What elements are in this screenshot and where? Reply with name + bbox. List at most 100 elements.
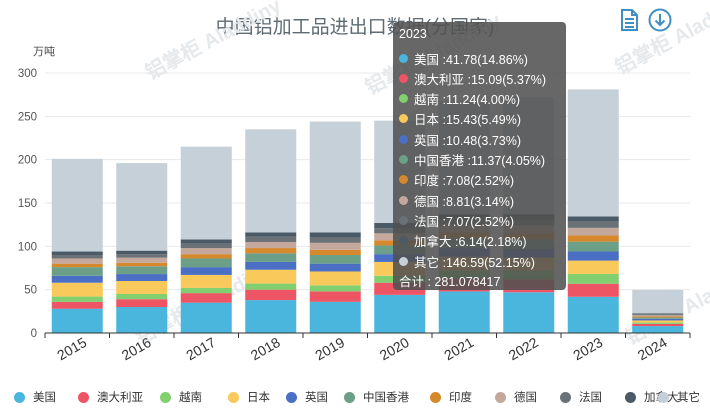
- bar-segment-2018-美国[interactable]: [245, 300, 297, 333]
- bar-segment-2015-英国[interactable]: [51, 275, 103, 283]
- bar-segment-2016-印度[interactable]: [116, 262, 168, 267]
- bar-segment-2016-中国香港[interactable]: [116, 266, 168, 275]
- bar-segment-2015-日本[interactable]: [51, 282, 103, 297]
- bar-segment-2017-加拿大[interactable]: [180, 239, 232, 244]
- legend-item-印度[interactable]: 印度: [430, 388, 472, 406]
- bar-segment-2017-德国[interactable]: [180, 248, 232, 255]
- bar-segment-2019-中国香港[interactable]: [309, 255, 361, 264]
- bar-segment-2024-德国[interactable]: [632, 315, 684, 317]
- legend-item-其它[interactable]: 其它: [658, 388, 700, 406]
- bar-segment-2019-印度[interactable]: [309, 249, 361, 255]
- bar-segment-2017-日本[interactable]: [180, 274, 232, 288]
- bar-segment-2018-德国[interactable]: [245, 242, 297, 249]
- bar-segment-2024-加拿大[interactable]: [632, 313, 684, 315]
- bar-segment-2017-英国[interactable]: [180, 267, 232, 275]
- bar-segment-2019-其它[interactable]: [309, 121, 361, 233]
- bar-segment-2017-其它[interactable]: [180, 146, 232, 240]
- bar-segment-2017-法国[interactable]: [180, 243, 232, 249]
- bar-segment-2017-印度[interactable]: [180, 254, 232, 259]
- bar-segment-2019-越南[interactable]: [309, 285, 361, 292]
- bar-segment-2021-美国[interactable]: [438, 291, 490, 333]
- legend-label: 英国: [305, 392, 328, 404]
- bar-segment-2019-澳大利亚[interactable]: [309, 291, 361, 302]
- bar-segment-2015-德国[interactable]: [51, 258, 103, 264]
- bar-segment-2015-美国[interactable]: [51, 308, 103, 333]
- bar-segment-2023-越南[interactable]: [567, 273, 619, 284]
- save-as-image-icon[interactable]: [617, 8, 641, 32]
- legend-item-美国[interactable]: 美国: [14, 388, 56, 406]
- bar-segment-2023-日本[interactable]: [567, 260, 619, 274]
- bar-segment-2024-其它[interactable]: [632, 289, 684, 314]
- bar-segment-2024-英国[interactable]: [632, 318, 684, 321]
- bar-segment-2015-印度[interactable]: [51, 263, 103, 268]
- bar-segment-2023-其它[interactable]: [567, 89, 619, 217]
- bar-segment-2017-中国香港[interactable]: [180, 258, 232, 268]
- bar-segment-2016-越南[interactable]: [116, 294, 168, 300]
- bar-segment-2024-美国[interactable]: [632, 326, 684, 333]
- tooltip-swatch: [399, 134, 408, 144]
- bar-segment-2022-美国[interactable]: [503, 292, 555, 333]
- bar-segment-2016-法国[interactable]: [116, 254, 168, 258]
- bar-segment-2018-中国香港[interactable]: [245, 253, 297, 262]
- bar-segment-2023-印度[interactable]: [567, 235, 619, 242]
- legend-item-澳大利亚[interactable]: 澳大利亚: [78, 388, 143, 406]
- chart-legend: 美国澳大利亚越南日本英国中国香港印度德国法国加拿大其它: [10, 388, 700, 406]
- bar-segment-2023-澳大利亚[interactable]: [567, 283, 619, 297]
- download-icon[interactable]: [648, 8, 672, 32]
- bar-segment-2024-越南[interactable]: [632, 322, 684, 324]
- bar-segment-2017-美国[interactable]: [180, 302, 232, 333]
- bar-segment-2018-澳大利亚[interactable]: [245, 289, 297, 301]
- bar-segment-2019-加拿大[interactable]: [309, 232, 361, 238]
- legend-item-日本[interactable]: 日本: [228, 388, 270, 406]
- bar-segment-2019-德国[interactable]: [309, 242, 361, 250]
- bar-segment-2015-中国香港[interactable]: [51, 267, 103, 276]
- bar-segment-2023-美国[interactable]: [567, 296, 619, 333]
- bar-segment-2024-法国[interactable]: [632, 314, 684, 316]
- bar-segment-2019-美国[interactable]: [309, 301, 361, 333]
- x-tick-label: 2017: [183, 334, 218, 364]
- bar-segment-2018-其它[interactable]: [245, 129, 297, 233]
- bar-segment-2019-英国[interactable]: [309, 263, 361, 272]
- bar-segment-2023-法国[interactable]: [567, 221, 619, 228]
- legend-swatch: [286, 391, 297, 403]
- bar-segment-2019-法国[interactable]: [309, 237, 361, 243]
- tooltip-row-label: 澳大利亚 :15.09(5.37%): [414, 72, 546, 87]
- bar-segment-2015-法国[interactable]: [51, 255, 103, 259]
- legend-item-法国[interactable]: 法国: [560, 388, 602, 406]
- bar-segment-2015-越南[interactable]: [51, 296, 103, 302]
- bar-segment-2016-德国[interactable]: [116, 257, 168, 263]
- bar-segment-2024-澳大利亚[interactable]: [632, 323, 684, 327]
- bar-segment-2024-日本[interactable]: [632, 320, 684, 323]
- bar-segment-2015-其它[interactable]: [51, 158, 103, 252]
- bar-segment-2017-澳大利亚[interactable]: [180, 293, 232, 303]
- bar-segment-2016-加拿大[interactable]: [116, 250, 168, 255]
- bar-segment-2023-英国[interactable]: [567, 251, 619, 261]
- bar-segment-2016-美国[interactable]: [116, 307, 168, 333]
- bar-segment-2018-英国[interactable]: [245, 261, 297, 270]
- bar-segment-2016-澳大利亚[interactable]: [116, 299, 168, 307]
- bar-segment-2016-其它[interactable]: [116, 163, 168, 251]
- bar-segment-2019-日本[interactable]: [309, 271, 361, 286]
- bar-segment-2016-英国[interactable]: [116, 274, 168, 281]
- legend-item-英国[interactable]: 英国: [286, 388, 328, 406]
- bar-segment-2018-日本[interactable]: [245, 269, 297, 284]
- legend-item-德国[interactable]: 德国: [495, 388, 537, 406]
- bar-segment-2018-越南[interactable]: [245, 283, 297, 290]
- legend-item-中国香港[interactable]: 中国香港: [344, 388, 409, 406]
- bar-segment-2020-美国[interactable]: [374, 294, 426, 333]
- bar-segment-2015-澳大利亚[interactable]: [51, 301, 103, 309]
- x-tick-label: 2021: [441, 334, 476, 364]
- bar-segment-2023-德国[interactable]: [567, 227, 619, 236]
- bar-segment-2015-加拿大[interactable]: [51, 251, 103, 255]
- bar-segment-2018-加拿大[interactable]: [245, 232, 297, 237]
- bar-segment-2017-越南[interactable]: [180, 287, 232, 294]
- bar-segment-2023-加拿大[interactable]: [567, 216, 619, 222]
- bar-segment-2024-中国香港[interactable]: [632, 317, 684, 319]
- bar-segment-2018-印度[interactable]: [245, 248, 297, 254]
- bar-segment-2023-中国香港[interactable]: [567, 241, 619, 252]
- legend-item-越南[interactable]: 越南: [160, 388, 202, 406]
- bar-segment-2016-日本[interactable]: [116, 281, 168, 294]
- bar-segment-2024-印度[interactable]: [632, 316, 684, 318]
- bar-segment-2018-法国[interactable]: [245, 236, 297, 242]
